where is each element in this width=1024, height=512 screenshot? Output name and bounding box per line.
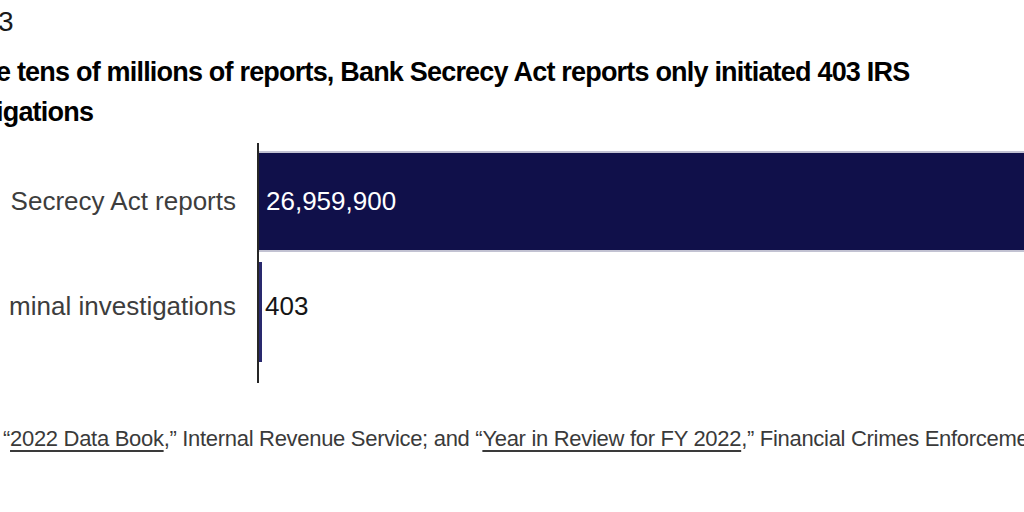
source-mid-text: ,” Internal Revenue Service; and “ (164, 426, 483, 451)
bar-value-secrecy-act-reports: 26,959,900 (266, 188, 396, 214)
source-link-2022-data-book[interactable]: 2022 Data Book (10, 426, 164, 451)
bar-criminal-investigations (259, 262, 262, 362)
source-caption: “2022 Data Book,” Internal Revenue Servi… (3, 425, 1024, 454)
category-label-secrecy-act-reports: Secrecy Act reports (0, 188, 236, 214)
chart-title-line-1: e tens of millions of reports, Bank Secr… (0, 59, 909, 86)
source-open-quote: “ (3, 426, 10, 451)
source-link-year-in-review-fy-2022[interactable]: Year in Review for FY 2022 (482, 426, 741, 451)
bar-value-criminal-investigations: 403 (265, 293, 308, 319)
source-suffix-text: ,” Financial Crimes Enforcement (741, 426, 1024, 451)
bar-secrecy-act-reports: 26,959,900 (259, 153, 1024, 250)
category-label-criminal-investigations: minal investigations (0, 293, 236, 319)
figure-number: 3 (0, 8, 14, 36)
chart-figure: 3 e tens of millions of reports, Bank Se… (0, 0, 1024, 512)
chart-title-line-2: igations (0, 99, 93, 126)
